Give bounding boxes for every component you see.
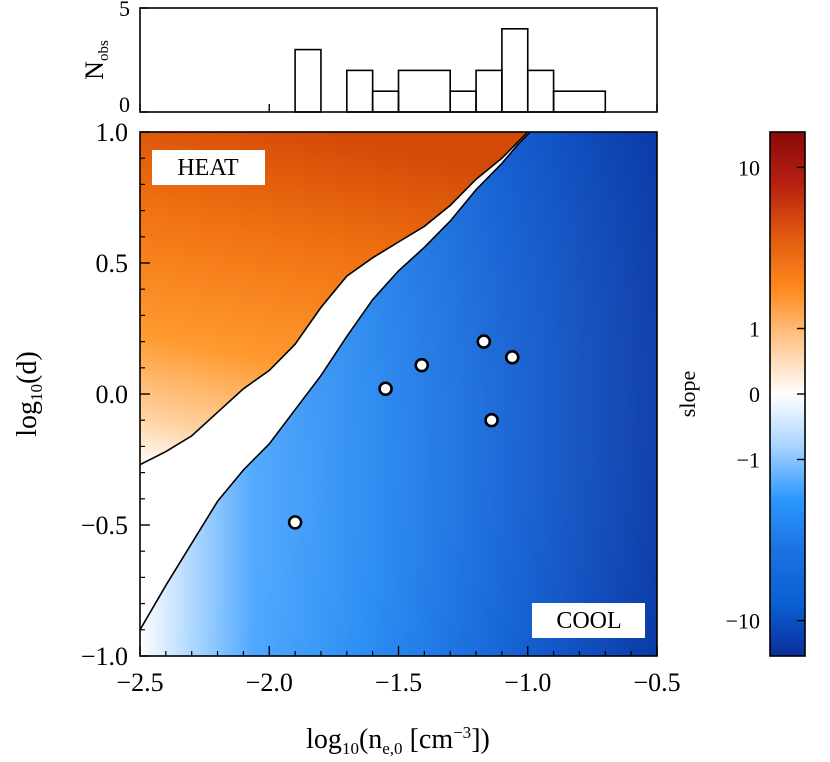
y-tick-label: 0.0 xyxy=(96,380,129,409)
observation-point xyxy=(414,357,430,373)
upper-contour-line xyxy=(140,132,529,466)
histogram-ticks: 05 xyxy=(119,0,148,117)
x-axis-label-log: log xyxy=(306,724,342,755)
x-axis-label-n: (n xyxy=(359,724,382,755)
observation-point xyxy=(287,515,303,530)
histogram-ytick-label: 0 xyxy=(119,92,130,117)
x-axis-label-end: ]) xyxy=(471,724,490,755)
observation-point xyxy=(484,412,499,428)
y-tick-label: 0.5 xyxy=(96,249,129,278)
histogram-bar xyxy=(552,90,607,113)
x-tick-label: −2.5 xyxy=(116,668,163,697)
colorbar-tick-label: 1 xyxy=(749,317,760,342)
colorbar-tick-label: −10 xyxy=(726,609,760,634)
histogram-ylabel: Nobs xyxy=(80,40,112,80)
x-axis-label-sub: 10 xyxy=(342,739,359,758)
y-tick-label: 1.0 xyxy=(96,118,129,147)
y-axis-label-d: (d) xyxy=(12,351,43,384)
colorbar-tick-label: 10 xyxy=(738,155,760,180)
observation-point xyxy=(378,381,393,397)
histogram-ytick-label: 5 xyxy=(119,0,130,21)
cool-label-box xyxy=(532,603,645,638)
histogram-bar xyxy=(294,48,322,113)
x-axis-label-sup: −3 xyxy=(453,723,471,742)
histogram-ylabel-main: N xyxy=(80,61,109,80)
x-tick-label: −1.5 xyxy=(375,668,422,697)
x-axis-label-sub2: e,0 xyxy=(382,739,402,758)
histogram-bar xyxy=(501,27,529,113)
y-tick-label: −0.5 xyxy=(81,511,128,540)
observation-point xyxy=(476,334,492,349)
y-axis-label-log: log xyxy=(12,401,43,437)
y-axis-label: log10(d) xyxy=(12,351,46,436)
colorbar-label: slope xyxy=(675,371,700,417)
histogram-ylabel-sub: obs xyxy=(96,40,112,61)
histogram-bar xyxy=(397,69,452,113)
colorbar-tick-label: −1 xyxy=(737,448,760,473)
histogram-bar xyxy=(371,90,400,113)
heat-label-box xyxy=(152,150,265,185)
histogram-bar xyxy=(449,90,477,113)
heat-region xyxy=(140,132,528,465)
heat-label: HEAT xyxy=(177,155,239,181)
cool-label: COOL xyxy=(556,608,621,634)
heatmap-ticks: −2.5 −2.0 −1.5 −1.0 −0.5 −1.0 −0.5 0.0 0.5 1.0 xyxy=(81,104,681,697)
lower-contour-line xyxy=(140,132,531,631)
histogram-bar xyxy=(526,69,555,113)
colorbar-tick-label: 0 xyxy=(749,382,760,407)
x-tick-label: −2.0 xyxy=(246,668,293,697)
x-axis-label: log10(ne,0 [cm−3]) xyxy=(306,723,490,758)
histogram-bar xyxy=(475,69,503,113)
x-tick-label: −0.5 xyxy=(633,668,680,697)
observation-point xyxy=(504,350,520,365)
x-axis-label-unit: [cm xyxy=(403,724,454,755)
histogram-panel: 05 Nobs xyxy=(80,0,658,117)
observation-points xyxy=(287,334,520,530)
y-tick-label: −1.0 xyxy=(81,642,128,671)
histogram-bar xyxy=(345,69,374,113)
y-axis-label-sub: 10 xyxy=(27,384,46,401)
heatmap-panel: HEAT COOL −2.5 −2.0 −1.5 −1.0 −0.5 −1.0 −0.5 0.… xyxy=(12,104,681,758)
histogram-bars xyxy=(294,27,607,113)
x-tick-label: −1.0 xyxy=(504,668,551,697)
